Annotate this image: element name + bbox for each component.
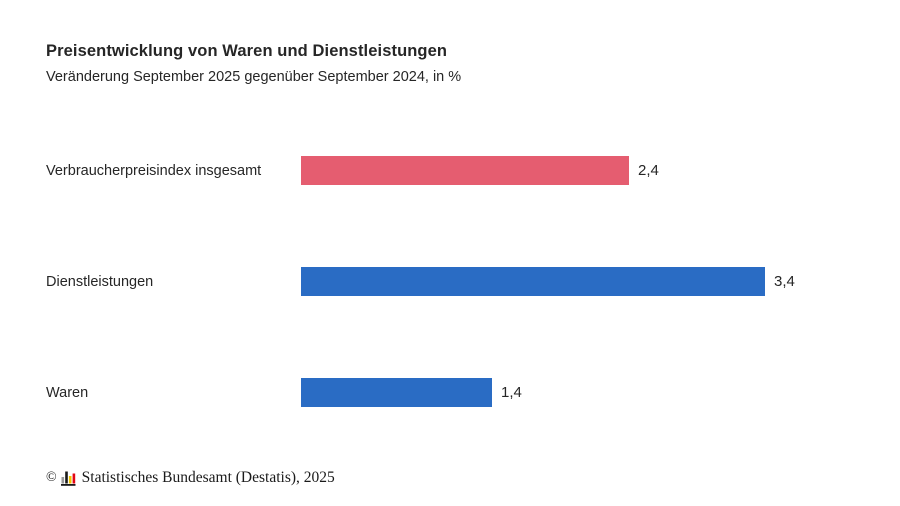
- chart-row: Verbraucherpreisindex insgesamt 2,4: [46, 156, 876, 185]
- destatis-logo-icon: [60, 471, 76, 486]
- bar-chart: Verbraucherpreisindex insgesamt 2,4 Dienst…: [46, 156, 876, 407]
- category-label: Dienstleistungen: [46, 273, 154, 290]
- chart-title: Preisentwicklung von Waren und Dienstlei…: [46, 42, 448, 60]
- category-label: Verbraucherpreisindex insgesamt: [46, 162, 262, 179]
- chart-subtitle: Veränderung September 2025 gegenüber Sep…: [46, 69, 462, 85]
- chart-row: Dienstleistungen 3,4: [46, 267, 876, 296]
- bar: [301, 267, 765, 296]
- value-label: 1,4: [501, 384, 522, 401]
- bar: [301, 378, 492, 407]
- source-footer: © Statistisches Bundesamt (Destatis), 20…: [46, 469, 335, 487]
- value-label: 2,4: [638, 162, 659, 179]
- value-label: 3,4: [774, 273, 795, 290]
- category-label: Waren: [46, 384, 89, 401]
- chart-row: Waren 1,4: [46, 378, 876, 407]
- copyright-symbol: ©: [46, 470, 57, 485]
- bar: [301, 156, 629, 185]
- source-text: Statistisches Bundesamt (Destatis), 2025: [81, 469, 335, 486]
